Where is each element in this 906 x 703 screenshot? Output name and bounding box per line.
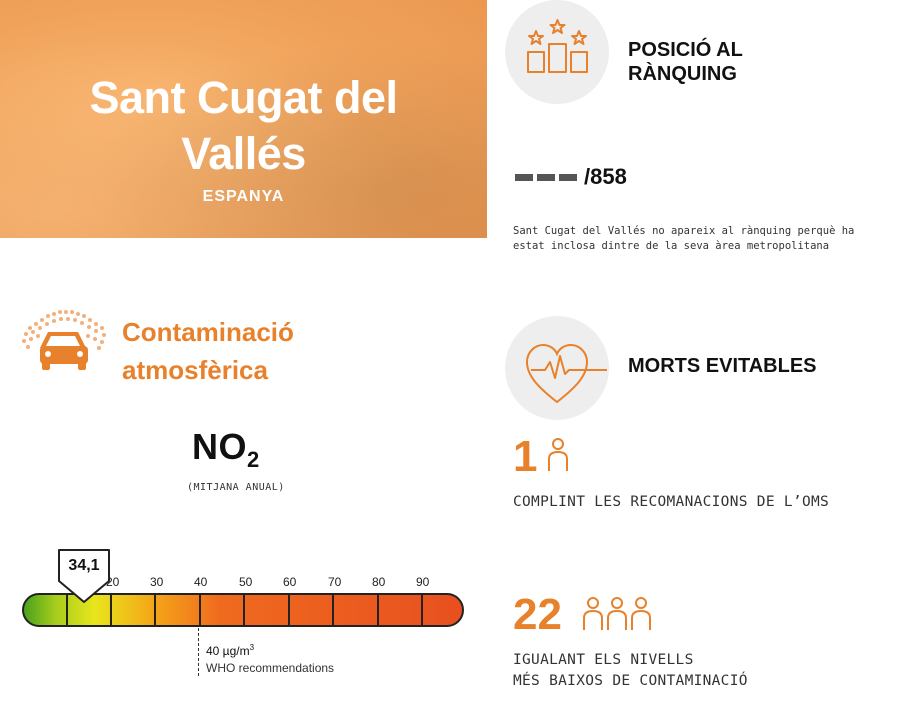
pollutant-subtitle: (MITJANA ANUAL): [187, 482, 285, 493]
scale-tick-label: 70: [328, 575, 342, 589]
city-name: Sant Cugat del Vallés: [0, 70, 487, 182]
deaths-lowest-caption-line1: IGUALANT ELS NIVELLS: [513, 652, 694, 668]
ranking-position-placeholder: [515, 168, 581, 186]
city-name-line1: Sant Cugat del: [89, 72, 398, 123]
value-marker-pin: [58, 549, 110, 603]
city-hero-banner: Sant Cugat del Vallés ESPANYA: [0, 0, 487, 238]
pollution-scale-bar: [22, 593, 464, 627]
pollutant-symbol: NO: [192, 426, 247, 467]
hero-smog-texture: [0, 0, 487, 238]
deaths-icon-circle: [505, 316, 609, 420]
people-group-icon: [583, 597, 651, 630]
scale-tick-label: 40: [194, 575, 208, 589]
who-threshold-label: WHO recommendations: [206, 661, 335, 675]
pollution-title-line1: Contaminació: [122, 317, 294, 347]
city-name-line2: Vallés: [181, 128, 306, 179]
pollutant-subscript: 2: [247, 447, 260, 472]
person-icon: [548, 438, 568, 471]
deaths-lowest-caption: IGUALANT ELS NIVELLS MÉS BAIXOS DE CONTA…: [513, 650, 748, 692]
who-threshold-number: 40 µg/m: [206, 644, 250, 658]
pollution-title-line2: atmosfèrica: [122, 355, 268, 385]
who-threshold-line: [198, 628, 199, 676]
scale-tick-label: 50: [239, 575, 253, 589]
car-smog-icon: [22, 310, 106, 370]
deaths-lowest-caption-line2: MÉS BAIXOS DE CONTAMINACIÓ: [513, 673, 748, 689]
ranking-title-line2: RÀNQUING: [628, 63, 737, 85]
scale-tick-label: 90: [416, 575, 430, 589]
heart-pulse-icon: [525, 343, 609, 404]
pollutant-name: NO2: [192, 426, 260, 473]
country-name: ESPANYA: [202, 188, 285, 205]
pollution-value: 34,1: [68, 557, 100, 574]
scale-tick-label: 60: [283, 575, 297, 589]
ranking-total: /858: [584, 164, 627, 189]
ranking-title-line1: POSICIÓ AL: [628, 39, 743, 61]
deaths-lowest-count: 22: [513, 590, 562, 639]
ranking-icon-circle: [505, 0, 609, 104]
who-threshold-value: 40 µg/m3: [206, 643, 254, 658]
ranking-title: POSICIÓ AL RÀNQUING: [628, 38, 743, 86]
pollution-title: Contaminació atmosfèrica: [122, 313, 294, 389]
ranking-note: Sant Cugat del Vallés no apareix al rànq…: [513, 225, 855, 252]
scale-tick-label: 80: [372, 575, 386, 589]
who-threshold-unit-exp: 3: [249, 643, 255, 652]
deaths-who-count: 1: [513, 432, 538, 481]
deaths-title: MORTS EVITABLES: [628, 355, 817, 377]
scale-tick-label: 30: [150, 575, 164, 589]
podium-stars-icon: [527, 19, 588, 73]
deaths-who-caption: COMPLINT LES RECOMANACIONS DE L’OMS: [513, 494, 830, 510]
